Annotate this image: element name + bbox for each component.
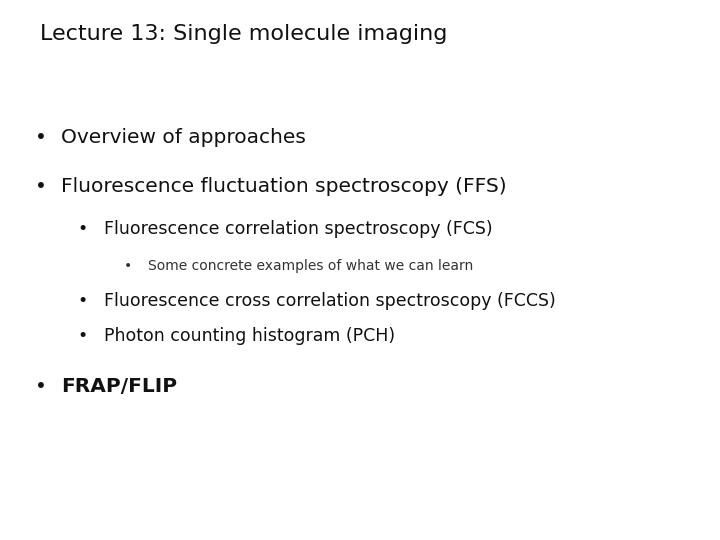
Text: Fluorescence fluctuation spectroscopy (FFS): Fluorescence fluctuation spectroscopy (F… bbox=[61, 177, 507, 196]
Text: Lecture 13: Single molecule imaging: Lecture 13: Single molecule imaging bbox=[40, 24, 447, 44]
Text: •: • bbox=[78, 327, 88, 345]
Text: •: • bbox=[35, 376, 46, 396]
Text: Overview of approaches: Overview of approaches bbox=[61, 128, 306, 147]
Text: Photon counting histogram (PCH): Photon counting histogram (PCH) bbox=[104, 327, 395, 345]
Text: Some concrete examples of what we can learn: Some concrete examples of what we can le… bbox=[148, 259, 473, 273]
Text: Fluorescence cross correlation spectroscopy (FCCS): Fluorescence cross correlation spectrosc… bbox=[104, 292, 556, 310]
Text: •: • bbox=[35, 128, 46, 147]
Text: FRAP/FLIP: FRAP/FLIP bbox=[61, 376, 177, 396]
Text: •: • bbox=[124, 259, 132, 273]
Text: Fluorescence correlation spectroscopy (FCS): Fluorescence correlation spectroscopy (F… bbox=[104, 220, 493, 239]
Text: •: • bbox=[78, 292, 88, 310]
Text: •: • bbox=[35, 177, 46, 196]
Text: •: • bbox=[78, 220, 88, 239]
